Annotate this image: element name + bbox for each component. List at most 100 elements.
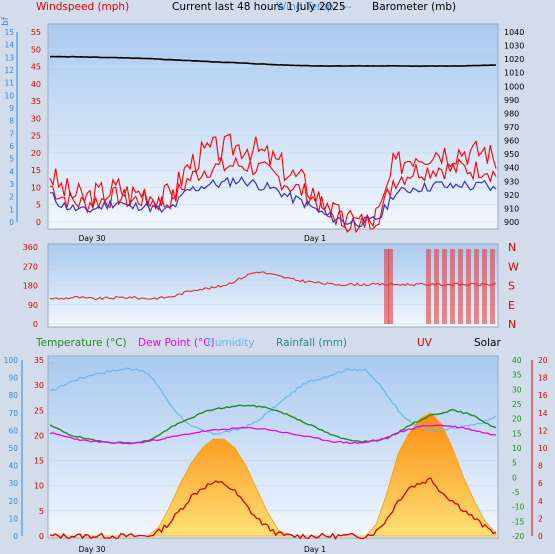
tick-label-uv: 8 <box>538 462 543 471</box>
tick-label-barometer: 960 <box>504 137 519 146</box>
tick-label-bf: 2 <box>9 193 14 202</box>
tick-label-rainfall: 25 <box>512 400 522 409</box>
tick-label-uv: 18 <box>538 374 548 383</box>
legend-rainfall: Rainfall (mm) <box>276 337 347 349</box>
header-windspeed-label: Windspeed (mph) <box>36 1 129 13</box>
tick-label-bf: 5 <box>9 155 14 164</box>
tick-label-humidity: 50 <box>8 444 18 453</box>
wind-average-line <box>50 176 497 228</box>
tick-label-direction: 360 <box>23 243 38 252</box>
tick-label-uv: 6 <box>538 479 543 488</box>
tick-label-mph: 10 <box>31 183 41 192</box>
wind-direction-spike <box>434 249 439 324</box>
tick-label-barometer: 1010 <box>504 69 524 78</box>
tick-label-direction: 270 <box>23 262 38 271</box>
header-barometer-label: Barometer (mb) <box>372 1 456 13</box>
tick-label-mph: 20 <box>31 149 41 158</box>
x-axis-label: Day 30 <box>79 545 106 554</box>
tick-label-humidity: 0 <box>13 532 18 541</box>
tick-label-barometer: 970 <box>504 123 519 132</box>
tick-label-rainfall: -10 <box>512 503 524 512</box>
compass-label: E <box>508 299 515 312</box>
tick-label-barometer: 980 <box>504 109 519 118</box>
tick-label-humidity: 30 <box>8 479 18 488</box>
tick-label-humidity: 60 <box>8 426 18 435</box>
tick-label-temperature: 35 <box>34 356 44 365</box>
tick-label-rainfall: -20 <box>512 532 524 541</box>
x-axis-label: Day 1 <box>304 234 326 243</box>
tick-label-bf: 8 <box>9 117 14 126</box>
tick-label-barometer: 950 <box>504 150 519 159</box>
legend-solar: Solar <box>474 337 501 349</box>
tick-label-barometer: 920 <box>504 191 519 200</box>
wind-direction-spike <box>490 249 495 324</box>
x-axis-label: Day 30 <box>79 234 106 243</box>
tick-label-uv: 10 <box>538 444 548 453</box>
legend-uv: UV <box>417 337 433 349</box>
tick-label-uv: 4 <box>538 497 543 506</box>
humidity-line <box>49 367 497 436</box>
header-title: Current last 48 hours 1 July 2025 <box>172 1 346 13</box>
tick-label-bf: 3 <box>9 180 14 189</box>
legend-temperature: Temperature (°C) <box>35 337 127 349</box>
tick-label-rainfall: 20 <box>512 415 522 424</box>
tick-label-humidity: 80 <box>8 391 18 400</box>
tick-label-uv: 16 <box>538 391 548 400</box>
tick-label-uv: 12 <box>538 426 548 435</box>
wind-direction-line <box>49 271 497 301</box>
tick-label-bf: 12 <box>4 66 14 75</box>
tick-label-mph: 40 <box>31 80 41 89</box>
tick-label-barometer: 990 <box>504 96 519 105</box>
tick-label-mph: 25 <box>31 132 41 141</box>
tick-label-bf: 6 <box>9 142 14 151</box>
bf-unit-label: bf <box>1 16 11 26</box>
compass-label: W <box>508 260 519 273</box>
tick-label-barometer: 1040 <box>504 28 524 37</box>
tick-label-bf: 14 <box>4 41 14 50</box>
tick-label-temperature: 0 <box>39 532 44 541</box>
tick-label-barometer: 1030 <box>504 42 524 51</box>
tick-label-bf: 15 <box>4 28 14 37</box>
wind-direction-spike <box>466 249 471 324</box>
tick-label-temperature: 10 <box>34 482 44 491</box>
tick-label-bf: 11 <box>4 79 14 88</box>
legend-dewpoint: Dew Point (°C) <box>138 337 215 349</box>
panel-wind <box>47 23 499 230</box>
tick-label-temperature: 25 <box>34 406 44 415</box>
tick-label-direction: 180 <box>23 282 38 291</box>
wind-direction-spike <box>458 249 463 324</box>
tick-label-humidity: 90 <box>8 374 18 383</box>
tick-label-uv: 20 <box>538 356 548 365</box>
tick-label-direction: 0 <box>33 320 38 329</box>
wind-direction-spike <box>450 249 455 324</box>
tick-label-mph: 35 <box>31 97 41 106</box>
wind-direction-spike <box>426 249 431 324</box>
wind-gust-line <box>49 133 497 234</box>
wind-direction-spike <box>474 249 479 324</box>
tick-label-rainfall: -15 <box>512 517 524 526</box>
tick-label-barometer: 940 <box>504 164 519 173</box>
tick-label-bf: 10 <box>4 91 14 100</box>
tick-label-temperature: 15 <box>34 457 44 466</box>
tick-label-mph: 45 <box>31 63 41 72</box>
tick-label-barometer: 910 <box>504 204 519 213</box>
tick-label-rainfall: -5 <box>512 488 520 497</box>
tick-label-bf: 13 <box>4 53 14 62</box>
x-axis-label: Day 1 <box>304 545 326 554</box>
header-overlap-label: Wind Temp. --- <box>276 1 352 13</box>
wind-direction-spike <box>388 249 393 324</box>
tick-label-bf: 4 <box>9 167 14 176</box>
tick-label-bf: 7 <box>9 129 14 138</box>
tick-label-mph: 0 <box>36 218 41 227</box>
tick-label-humidity: 70 <box>8 409 18 418</box>
tick-label-rainfall: 0 <box>512 473 517 482</box>
tick-label-rainfall: 40 <box>512 356 522 365</box>
tick-label-barometer: 900 <box>504 218 519 227</box>
wind-direction-spike <box>482 249 487 324</box>
tick-label-rainfall: 30 <box>512 385 522 394</box>
tick-label-direction: 90 <box>28 301 38 310</box>
tick-label-barometer: 1000 <box>504 82 524 91</box>
tick-label-bf: 0 <box>9 218 14 227</box>
